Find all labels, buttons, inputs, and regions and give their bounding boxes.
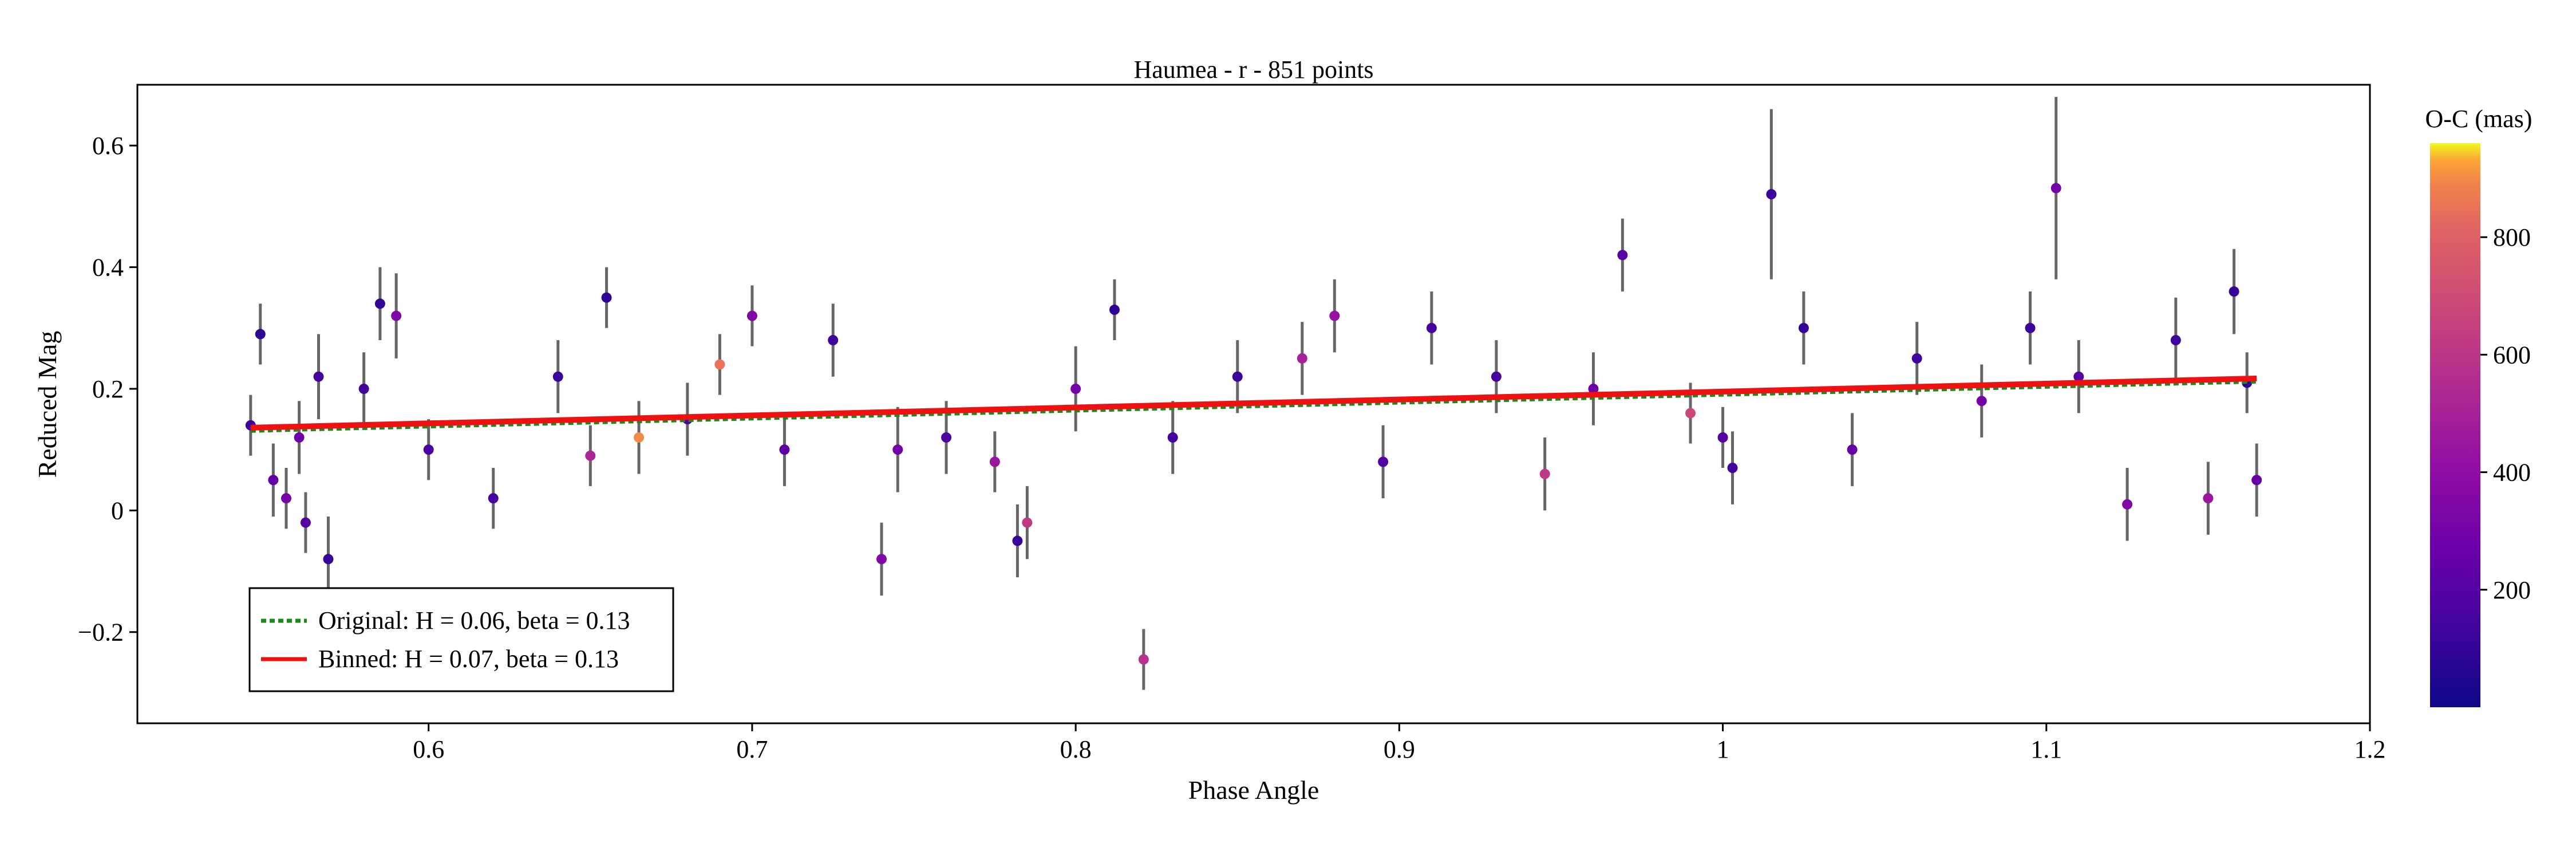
data-point	[1167, 432, 1178, 443]
data-point	[828, 335, 839, 345]
data-point	[1539, 468, 1550, 479]
fit-line-layer	[250, 375, 2257, 433]
data-point	[255, 329, 266, 340]
data-point	[2203, 493, 2214, 504]
data-point	[1232, 371, 1243, 382]
x-axis: 0.6 0.7 0.8 0.9 1 1.1 1.2	[413, 723, 2386, 763]
colorbar-label: O-C (mas)	[2425, 105, 2532, 133]
point-layer	[245, 183, 2262, 665]
data-point	[391, 310, 402, 321]
data-point	[323, 554, 334, 565]
data-point	[585, 450, 596, 461]
x-axis-label: Phase Angle	[1188, 775, 1319, 805]
data-point	[2122, 499, 2133, 510]
data-point	[294, 432, 305, 443]
data-point	[423, 444, 434, 455]
data-point	[746, 310, 757, 321]
data-point	[1976, 396, 1987, 407]
data-point	[358, 383, 369, 394]
data-point	[2170, 335, 2181, 345]
data-point	[1617, 250, 1628, 261]
marks-layer	[245, 97, 2262, 690]
data-point	[488, 493, 499, 504]
x-tick-label: 0.9	[1384, 735, 1415, 763]
colorbar-tick-label: 200	[2493, 576, 2531, 604]
data-point	[300, 517, 311, 528]
data-point	[2073, 371, 2084, 382]
data-point	[1022, 517, 1033, 528]
data-point	[1297, 353, 1307, 364]
data-point	[2251, 475, 2262, 486]
colorbar-tick-label: 800	[2493, 223, 2531, 251]
data-point	[1012, 535, 1023, 546]
data-point	[1717, 432, 1728, 443]
legend: Original: H = 0.06, beta = 0.13 Binned: …	[248, 587, 674, 692]
data-point	[2025, 322, 2036, 333]
data-point	[1491, 371, 1502, 382]
colorbar-tick-label: 400	[2493, 459, 2531, 487]
data-point	[941, 432, 952, 443]
data-point	[281, 493, 291, 504]
x-tick-label: 0.7	[736, 735, 768, 763]
data-point	[1685, 408, 1696, 419]
y-tick-label: −0.2	[78, 618, 124, 647]
fit-line-binned	[250, 375, 2257, 431]
y-axis: −0.2 0 0.2 0.4 0.6	[78, 132, 137, 647]
data-point	[989, 456, 1000, 467]
data-point	[268, 475, 279, 486]
legend-box	[248, 587, 674, 692]
data-point	[892, 444, 903, 455]
data-point	[1847, 444, 1858, 455]
fit-line-original	[250, 379, 2257, 433]
data-point	[1426, 322, 1437, 333]
x-tick-label: 0.6	[413, 735, 444, 763]
data-point	[2229, 286, 2239, 297]
data-point	[1766, 189, 1777, 200]
data-point	[313, 371, 324, 382]
colorbar-tick-label: 600	[2493, 341, 2531, 369]
y-axis-label: Reduced Mag	[33, 331, 62, 478]
legend-label-original: Original: H = 0.06, beta = 0.13	[318, 606, 630, 635]
x-tick-label: 1.1	[2030, 735, 2062, 763]
data-point	[1138, 654, 1149, 665]
data-point	[1378, 456, 1389, 467]
data-point	[1109, 304, 1120, 315]
y-tick-label: 0.6	[92, 132, 124, 160]
colorbar-gradient	[2430, 143, 2480, 707]
y-tick-label: 0.4	[92, 254, 124, 282]
data-point	[552, 371, 563, 382]
x-tick-label: 1	[1717, 735, 1729, 763]
data-point	[1070, 383, 1081, 394]
colorbar: O-C (mas) 200 400 600 800	[2425, 105, 2532, 707]
x-tick-label: 1.2	[2354, 735, 2386, 763]
data-point	[634, 432, 645, 443]
plot-frame	[136, 84, 2371, 724]
legend-label-binned: Binned: H = 0.07, beta = 0.13	[318, 645, 619, 673]
data-point	[714, 359, 725, 370]
data-point	[876, 554, 887, 565]
y-tick-label: 0	[111, 497, 124, 525]
data-point	[1588, 383, 1599, 394]
colorbar-ticks: 200 400 600 800	[2480, 223, 2531, 604]
x-tick-label: 0.8	[1060, 735, 1092, 763]
data-point	[1798, 322, 1809, 333]
data-point	[374, 298, 385, 309]
data-point	[601, 292, 612, 303]
data-point	[1911, 353, 1922, 364]
y-tick-label: 0.2	[92, 375, 124, 403]
chart-title: Haumea - r - 851 points	[1133, 56, 1373, 84]
data-point	[2050, 183, 2061, 194]
data-point	[1727, 463, 1738, 473]
data-point	[779, 444, 790, 455]
data-point	[1329, 310, 1340, 321]
